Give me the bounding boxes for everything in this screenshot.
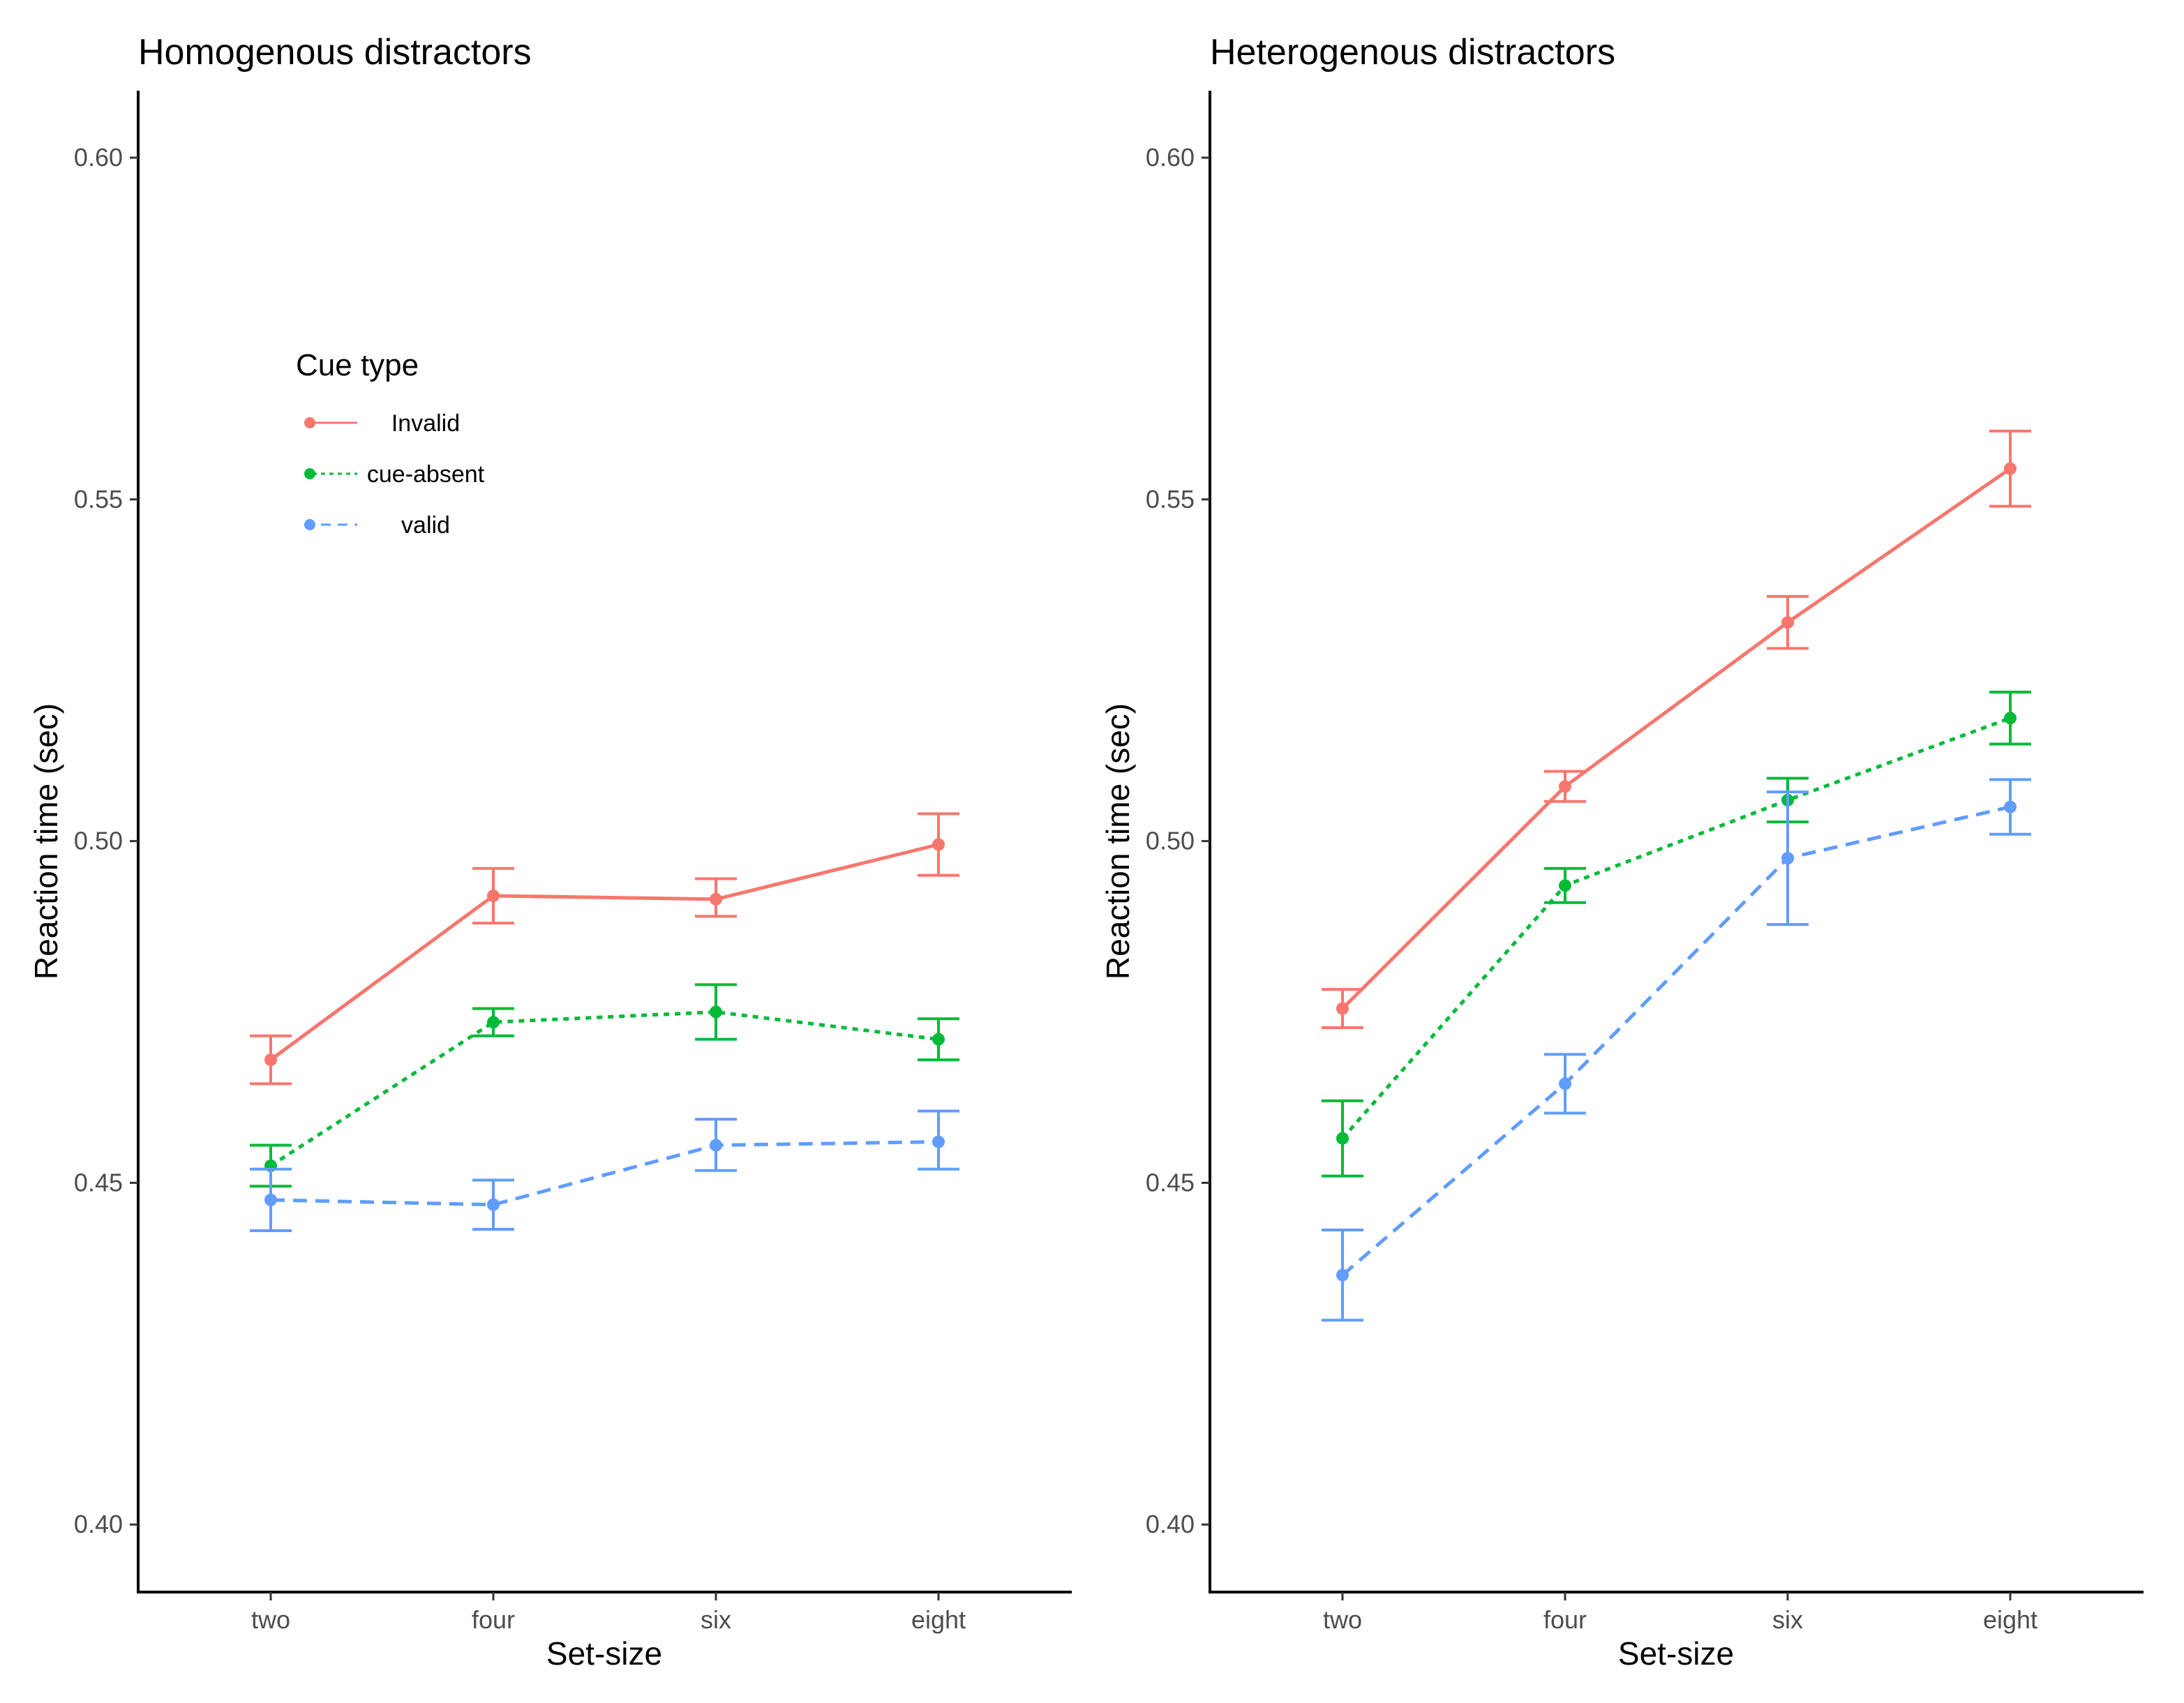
legend-item-invalid: Invalid [304, 410, 460, 437]
x-tick-label: two [251, 1605, 290, 1634]
data-point [264, 1053, 277, 1067]
x-tick-label: eight [1983, 1605, 2037, 1634]
legend-label: valid [401, 512, 450, 539]
y-axis-ticks: 0.40 0.45 0.50 0.55 0.60 [1146, 143, 1210, 1538]
data-point [1336, 1002, 1349, 1015]
panel-heterogenous: Heterogenous distractors 0.40 0.45 0.50 0.5… [1100, 32, 2144, 1672]
data-point [487, 1198, 500, 1211]
x-axis-ticks: two four six eight [251, 1592, 966, 1634]
x-tick-label: eight [911, 1605, 966, 1634]
series-cue-absent [1322, 691, 2031, 1178]
data-point [1781, 616, 1794, 629]
plot-area-heterogenous [1322, 429, 2031, 1322]
data-point [1781, 852, 1794, 865]
data-point [932, 1033, 945, 1046]
data-point [487, 1016, 500, 1029]
data-point [2004, 800, 2017, 813]
series-line [1341, 467, 2012, 1010]
y-tick-label: 0.50 [74, 827, 123, 855]
x-tick-label: six [701, 1605, 731, 1634]
y-tick-label: 0.60 [1146, 143, 1195, 172]
data-point [710, 1139, 722, 1152]
panel-title-heterogenous: Heterogenous distractors [1210, 32, 1615, 73]
y-axis-ticks: 0.40 0.45 0.50 0.55 0.60 [74, 143, 138, 1538]
x-axis-ticks: two four six eight [1323, 1592, 2037, 1634]
data-point [710, 1005, 722, 1019]
data-point [932, 1135, 945, 1148]
data-point [2004, 712, 2017, 725]
y-axis-title: Reaction time (sec) [1100, 703, 1136, 980]
x-tick-label: four [472, 1605, 515, 1634]
data-point [1336, 1268, 1349, 1282]
data-point [487, 889, 500, 902]
data-point [710, 892, 722, 906]
legend-items: Invalid cue-absent valid [304, 410, 485, 539]
x-tick-label: four [1543, 1605, 1587, 1634]
series-cue-absent [250, 983, 959, 1188]
data-point [932, 838, 945, 851]
y-tick-label: 0.55 [1146, 485, 1195, 513]
x-tick-label: six [1772, 1605, 1803, 1634]
legend-label: cue-absent [367, 461, 485, 488]
y-tick-label: 0.40 [1146, 1510, 1195, 1538]
legend-key-point [304, 519, 315, 530]
y-axis-title: Reaction time (sec) [28, 703, 64, 980]
data-point [264, 1193, 277, 1206]
x-axis-title: Set-size [546, 1635, 662, 1672]
series-line [269, 1010, 939, 1168]
y-tick-label: 0.50 [1146, 827, 1195, 855]
legend-item-cue-absent: cue-absent [304, 461, 485, 488]
y-tick-label: 0.45 [1146, 1168, 1195, 1196]
series-invalid [250, 812, 959, 1086]
legend-key-point [304, 468, 315, 479]
plot-area-homogenous [250, 812, 959, 1232]
y-tick-label: 0.40 [74, 1510, 123, 1538]
legend: Cue type Invalid cue-absent valid [296, 348, 485, 539]
series-invalid [1322, 429, 2031, 1030]
legend-key-point [304, 417, 315, 428]
x-tick-label: two [1323, 1605, 1362, 1634]
data-point [2004, 462, 2017, 475]
legend-label: Invalid [391, 410, 460, 437]
data-point [1559, 1077, 1571, 1090]
series-valid [250, 1109, 959, 1232]
series-line [269, 843, 939, 1062]
series-line [270, 1140, 939, 1207]
panel-homogenous: Homogenous distractors 0.400.450.500.550… [28, 32, 1072, 1672]
series-line [1341, 805, 2011, 1277]
data-point [1559, 780, 1571, 793]
x-axis-title: Set-size [1618, 1635, 1734, 1672]
series-line [1341, 716, 2011, 1140]
panel-title-homogenous: Homogenous distractors [138, 32, 532, 73]
y-tick-label: 0.60 [74, 143, 123, 172]
data-point [1336, 1132, 1349, 1145]
data-point [1559, 879, 1571, 892]
series-valid [1322, 778, 2031, 1322]
y-tick-label: 0.45 [74, 1168, 123, 1196]
legend-item-valid: valid [304, 512, 450, 539]
y-tick-label: 0.55 [74, 485, 123, 513]
legend-title: Cue type [296, 348, 419, 382]
